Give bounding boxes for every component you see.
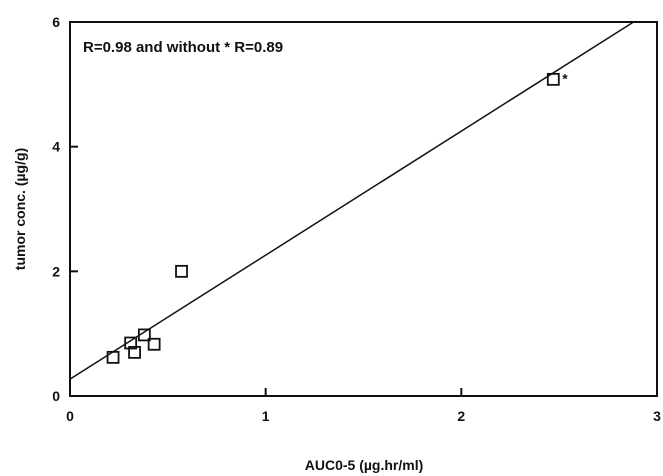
y-tick-label: 4: [52, 139, 60, 155]
y-axis: 0 2 4 6: [52, 14, 78, 404]
y-tick-label: 0: [52, 388, 60, 404]
point-marker-label: *: [562, 70, 568, 86]
data-point: [175, 264, 188, 278]
plot-frame: [69, 21, 658, 397]
data-point: [106, 350, 120, 364]
regression-line: [69, 21, 634, 380]
x-tick-label: 1: [262, 408, 270, 424]
x-axis: 0 1 2 3: [66, 388, 661, 424]
x-tick-label: 3: [653, 408, 661, 424]
x-tick-label: 2: [457, 408, 465, 424]
y-tick-label: 2: [52, 263, 60, 279]
data-points: *: [106, 70, 568, 364]
x-axis-title: AUC0-5 (µg.hr/ml): [305, 457, 424, 473]
data-point: [137, 328, 151, 342]
y-axis-title: tumor conc. (µg/g): [12, 148, 28, 270]
data-point: [128, 345, 141, 359]
data-point: [546, 72, 560, 86]
data-point: [147, 337, 161, 351]
data-point: [124, 336, 138, 350]
x-tick-label: 0: [66, 408, 74, 424]
y-tick-label: 6: [52, 14, 60, 30]
correlation-annotation: R=0.98 and without * R=0.89: [83, 39, 283, 56]
regression-line-group: [69, 21, 634, 380]
